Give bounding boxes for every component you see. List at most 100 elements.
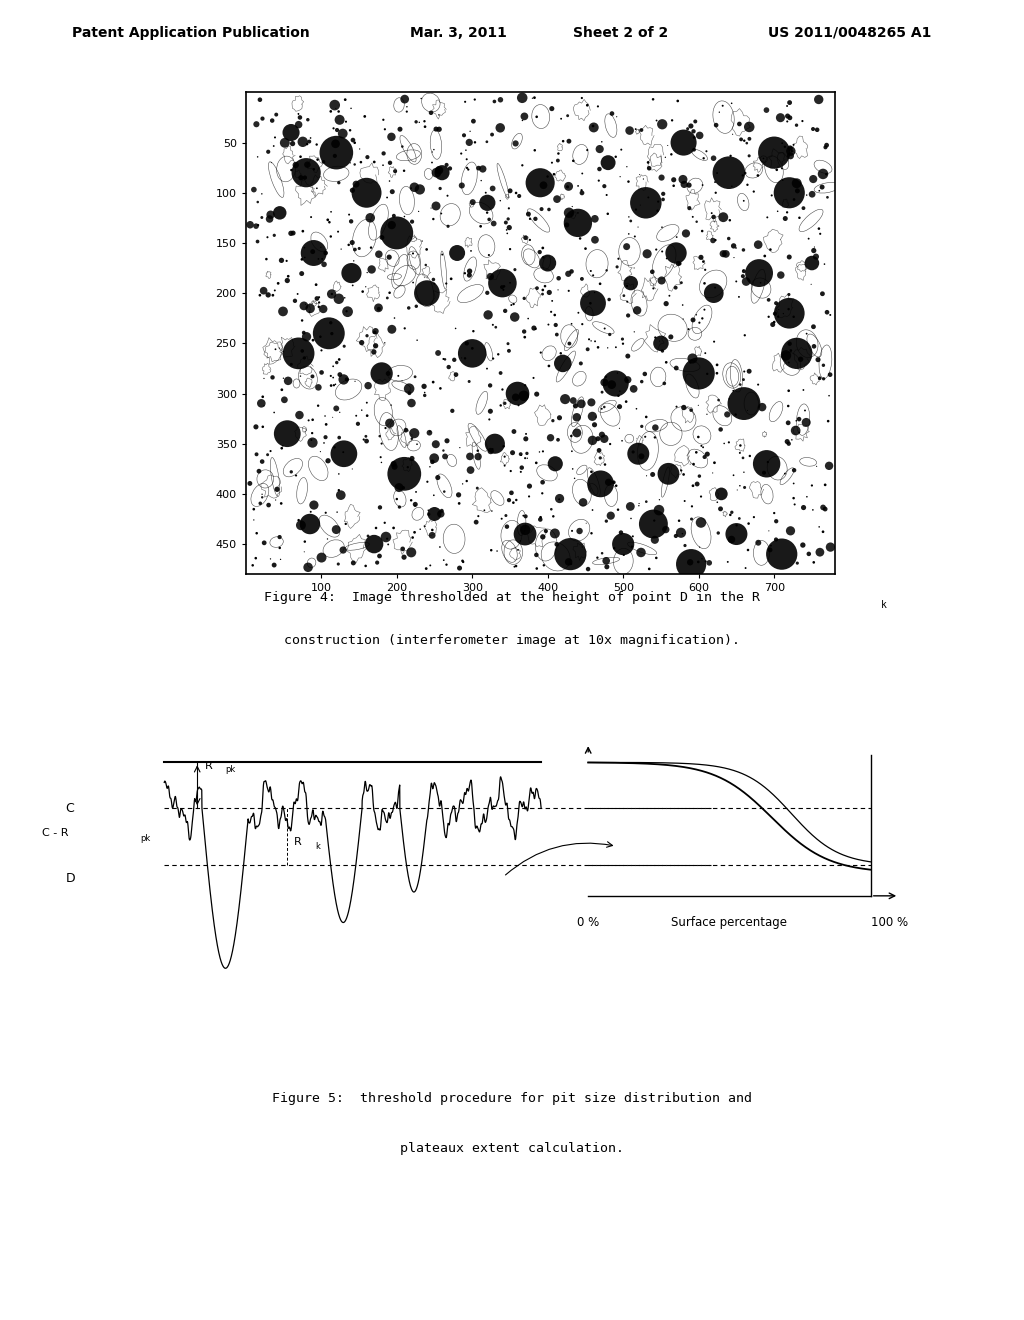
Point: [262, 205, 279, 226]
Point: [484, 314, 501, 335]
Point: [424, 152, 440, 173]
Point: [806, 552, 822, 573]
Point: [609, 396, 626, 417]
Point: [713, 483, 729, 504]
Point: [439, 430, 456, 451]
Point: [664, 144, 680, 165]
Point: [788, 173, 805, 194]
Point: [691, 125, 708, 147]
Point: [561, 131, 578, 152]
Point: [680, 318, 696, 339]
Point: [621, 223, 637, 244]
Point: [421, 422, 437, 444]
Point: [431, 119, 447, 140]
Point: [549, 323, 565, 345]
Point: [520, 203, 537, 224]
Point: [264, 110, 281, 131]
Point: [796, 198, 812, 219]
Point: [509, 383, 525, 404]
Point: [315, 298, 332, 319]
Point: [538, 520, 554, 541]
Point: [559, 177, 575, 198]
Point: [364, 259, 380, 280]
Point: [251, 461, 267, 482]
Point: [585, 293, 601, 314]
Point: [812, 541, 828, 562]
Point: [682, 454, 698, 475]
Point: [798, 412, 814, 433]
Point: [703, 202, 720, 223]
Point: [294, 341, 310, 362]
Point: [462, 446, 478, 467]
Point: [299, 133, 315, 154]
Point: [506, 556, 522, 577]
Point: [732, 434, 749, 455]
Point: [464, 343, 480, 364]
Point: [315, 433, 332, 454]
Point: [428, 162, 444, 183]
Point: [407, 495, 423, 516]
Point: [382, 152, 398, 173]
Point: [612, 521, 629, 543]
Point: [353, 333, 370, 354]
Point: [433, 203, 450, 224]
Point: [391, 477, 408, 498]
Point: [452, 557, 468, 578]
Point: [774, 158, 791, 180]
Point: [816, 253, 833, 275]
Point: [793, 348, 809, 370]
Point: [680, 119, 696, 140]
Point: [590, 428, 606, 449]
Point: [397, 420, 414, 441]
Point: [412, 519, 428, 540]
Point: [634, 371, 650, 392]
Point: [668, 243, 684, 264]
Point: [799, 486, 815, 507]
Point: [695, 251, 712, 272]
Point: [811, 218, 827, 239]
Point: [317, 243, 334, 264]
Point: [422, 421, 438, 442]
Point: [550, 429, 566, 450]
Point: [514, 110, 530, 131]
Point: [675, 169, 691, 190]
Point: [481, 409, 498, 430]
Point: [754, 396, 770, 417]
Point: [653, 168, 670, 189]
Point: [551, 488, 567, 510]
Point: [694, 308, 711, 329]
Point: [683, 508, 699, 529]
Point: [273, 249, 290, 271]
Point: [651, 330, 668, 351]
Point: [638, 407, 654, 428]
Point: [525, 367, 542, 388]
Point: [598, 260, 614, 281]
Point: [362, 207, 379, 228]
Point: [535, 471, 551, 492]
Point: [485, 213, 502, 234]
Point: [785, 189, 802, 210]
Point: [549, 533, 565, 554]
Point: [578, 512, 594, 533]
Point: [721, 388, 737, 409]
Point: [688, 211, 705, 232]
Point: [660, 463, 677, 484]
Point: [348, 173, 365, 194]
Text: plateaux extent calculation.: plateaux extent calculation.: [400, 1142, 624, 1155]
Point: [385, 517, 401, 539]
Point: [396, 160, 413, 181]
Point: [783, 429, 800, 450]
Point: [566, 467, 583, 488]
Point: [270, 273, 287, 294]
Point: [524, 87, 541, 108]
Point: [482, 375, 499, 396]
Point: [477, 182, 494, 203]
Point: [532, 342, 549, 363]
Point: [543, 301, 559, 322]
Text: Figure 5:  threshold procedure for pit size distribution and: Figure 5: threshold procedure for pit si…: [272, 1092, 752, 1105]
Point: [339, 368, 355, 389]
Point: [645, 88, 662, 110]
Point: [574, 162, 591, 183]
Point: [501, 216, 517, 238]
Point: [458, 140, 474, 161]
